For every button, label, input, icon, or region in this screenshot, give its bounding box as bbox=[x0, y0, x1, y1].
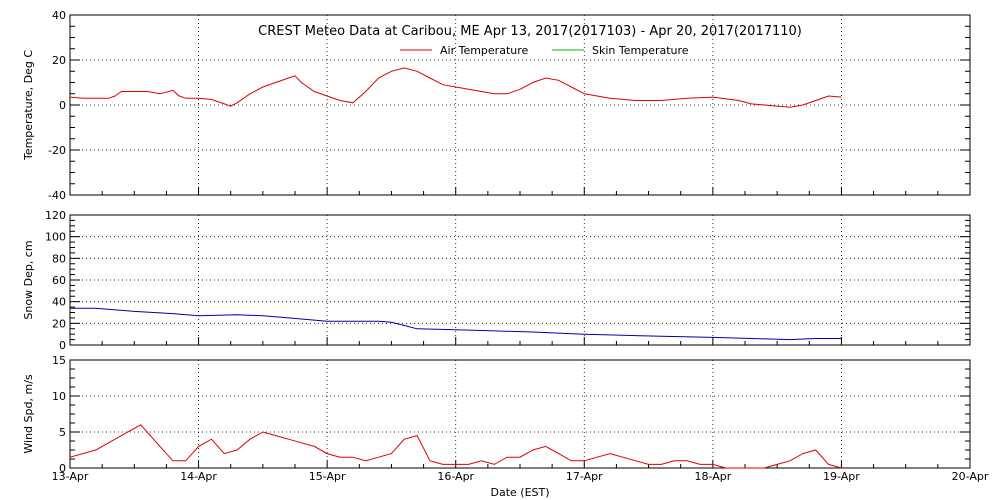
x-axis-label: Date (EST) bbox=[490, 486, 549, 499]
y-tick-label: -40 bbox=[48, 189, 66, 202]
x-tick-label: 17-Apr bbox=[566, 470, 603, 483]
y-axis-label-snow: Snow Dep, cm bbox=[22, 240, 35, 319]
x-tick-label: 16-Apr bbox=[437, 470, 474, 483]
y-tick-label: 0 bbox=[59, 462, 66, 475]
legend: Air Temperature Skin Temperature bbox=[400, 44, 689, 57]
y-tick-label: 5 bbox=[59, 426, 66, 439]
y-tick-label: -20 bbox=[48, 144, 66, 157]
x-tick-label: 20-Apr bbox=[952, 470, 989, 483]
y-tick-label: 40 bbox=[52, 9, 66, 22]
y-tick-label: 0 bbox=[59, 99, 66, 112]
panels: -40 -20 0 20 40 Temperature, Deg C 0 20 40 60 80 10… bbox=[22, 9, 971, 475]
y-tick-label: 60 bbox=[52, 274, 66, 287]
y-tick-label: 20 bbox=[52, 54, 66, 67]
y-tick-label: 100 bbox=[45, 231, 66, 244]
x-tick-label: 13-Apr bbox=[52, 470, 89, 483]
y-tick-label: 20 bbox=[52, 317, 66, 330]
x-tick-label: 14-Apr bbox=[180, 470, 217, 483]
x-axis: 13-Apr 14-Apr 15-Apr 16-Apr 17-Apr 18-Apr 19-A… bbox=[52, 470, 989, 483]
y-tick-label: 10 bbox=[52, 390, 66, 403]
panel-temperature: -40 -20 0 20 40 Temperature, Deg C bbox=[22, 9, 971, 202]
x-tick-label: 19-Apr bbox=[823, 470, 860, 483]
panel-frame bbox=[69, 359, 971, 469]
series-wind-wind-speed bbox=[69, 424, 842, 469]
legend-label-skin: Skin Temperature bbox=[592, 44, 689, 57]
panel-wind: 0 5 10 15 Wind Spd, m/s bbox=[22, 354, 971, 475]
series-snow-snow-depth bbox=[70, 307, 842, 341]
y-axis-label-wind: Wind Spd, m/s bbox=[22, 374, 35, 454]
y-tick-label: 80 bbox=[52, 252, 66, 265]
y-tick-label: 0 bbox=[59, 339, 66, 352]
y-tick-label: 120 bbox=[45, 209, 66, 222]
legend-label-air: Air Temperature bbox=[440, 44, 529, 57]
x-tick-label: 18-Apr bbox=[694, 470, 731, 483]
y-tick-label: 40 bbox=[52, 296, 66, 309]
series-temperature-air-temperature bbox=[69, 67, 842, 108]
chart-title: CREST Meteo Data at Caribou, ME Apr 13, … bbox=[258, 24, 802, 39]
x-tick-label: 15-Apr bbox=[309, 470, 346, 483]
y-axis-label-temperature: Temperature, Deg C bbox=[22, 50, 35, 161]
y-tick-label: 15 bbox=[52, 354, 66, 367]
panel-snow: 0 20 40 60 80 100 120 Snow Dep, cm bbox=[22, 209, 971, 352]
